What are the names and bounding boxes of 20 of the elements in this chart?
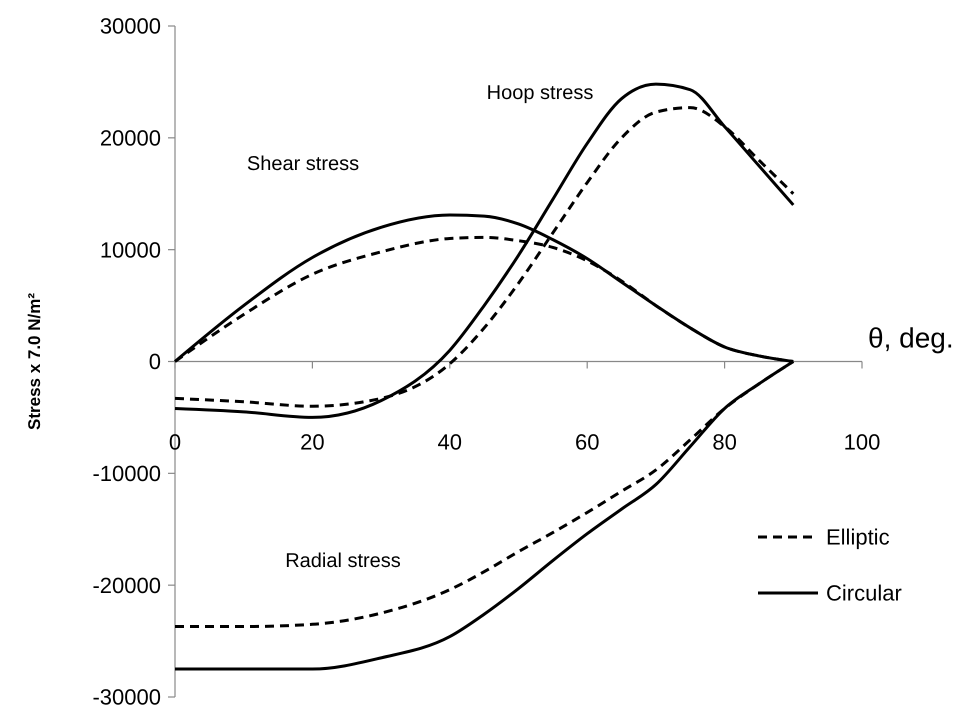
y-axis-title: Stress x 7.0 N/m² bbox=[25, 292, 44, 430]
y-tick-label: 0 bbox=[148, 349, 161, 374]
legend-label: Circular bbox=[826, 580, 902, 606]
x-tick-label: 20 bbox=[300, 430, 325, 454]
x-tick-label: 60 bbox=[574, 430, 600, 454]
y-tick-label: -30000 bbox=[92, 684, 161, 710]
y-tick-label: 30000 bbox=[100, 14, 161, 39]
x-tick-label: 100 bbox=[844, 430, 880, 454]
y-tick-label: -20000 bbox=[92, 572, 161, 598]
y-tick-label: 20000 bbox=[100, 126, 161, 151]
x-tick-label: 40 bbox=[438, 430, 462, 454]
annotation: Shear stress bbox=[246, 153, 360, 175]
x-axis-title: θ, deg. bbox=[868, 322, 954, 354]
x-tick-label: 80 bbox=[712, 430, 737, 454]
annotation: Radial stress bbox=[285, 550, 401, 572]
x-tick-label: 0 bbox=[168, 430, 182, 454]
legend-label: Elliptic bbox=[826, 524, 890, 550]
annotation: Hoop stress bbox=[486, 82, 594, 104]
y-tick-label: -10000 bbox=[92, 461, 161, 486]
y-tick-label: 10000 bbox=[100, 237, 161, 262]
